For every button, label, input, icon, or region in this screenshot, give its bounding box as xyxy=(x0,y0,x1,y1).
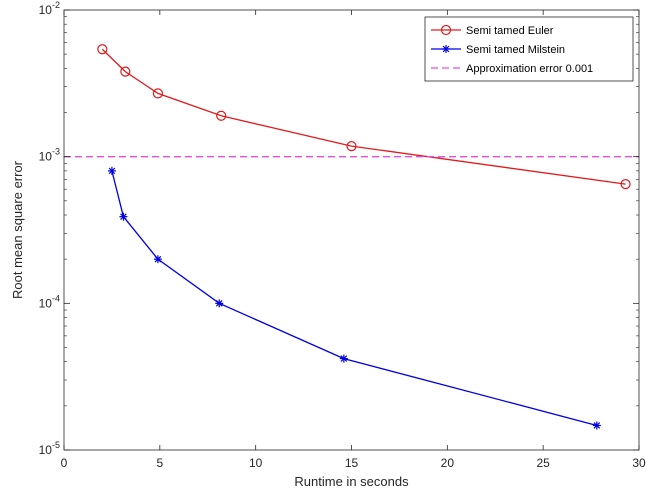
data-point-2-6 xyxy=(593,421,601,429)
x-tick-label: 15 xyxy=(345,456,359,470)
legend-marker xyxy=(442,45,450,53)
legend-label: Semi tamed Euler xyxy=(466,25,554,37)
legend-label: Approximation error 0.001 xyxy=(466,63,593,75)
data-point-2-3 xyxy=(154,255,162,263)
data-point-2-5 xyxy=(340,355,348,363)
x-tick-label: 20 xyxy=(441,456,455,470)
data-point-2-4 xyxy=(215,299,223,307)
legend: Semi tamed Euler Semi tamed Milstein Appro… xyxy=(425,17,633,81)
data-point-2-1 xyxy=(108,167,116,175)
legend-label: Semi tamed Milstein xyxy=(466,44,565,56)
x-tick-label: 0 xyxy=(61,456,68,470)
y-axis-label: Root mean square error xyxy=(10,160,25,299)
x-axis-label: Runtime in seconds xyxy=(294,474,409,489)
x-tick-label: 5 xyxy=(156,456,163,470)
x-tick-label: 25 xyxy=(536,456,550,470)
data-point-2-2 xyxy=(119,213,127,221)
x-tick-label: 30 xyxy=(632,456,646,470)
x-tick-label: 10 xyxy=(249,456,263,470)
